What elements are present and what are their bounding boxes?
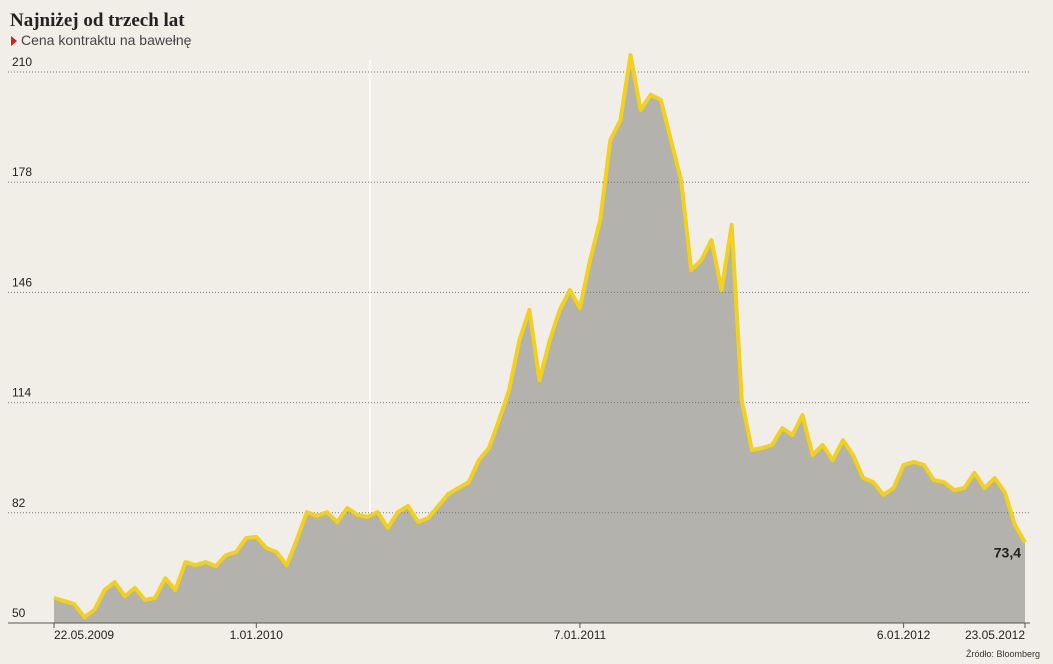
chart-subtitle: Cena kontraktu na bawełnę [21, 32, 192, 48]
value-label: 73,4 [994, 544, 1021, 560]
chart-title: Najniżej od trzech lat [10, 10, 185, 31]
x-tick-label: 22.05.2009 [54, 628, 114, 642]
bullet [11, 36, 17, 46]
y-tick-label: 114 [12, 386, 31, 400]
x-tick-label: 7.01.2011 [554, 628, 607, 642]
y-tick-label: 178 [12, 165, 32, 179]
y-tick-label: 50 [12, 606, 26, 620]
source: Źródło: Bloomberg [966, 649, 1040, 659]
y-tick-label: 146 [12, 275, 32, 289]
x-tick-label: 1.01.2010 [230, 628, 284, 642]
line [53, 53, 1027, 620]
area [54, 55, 1025, 624]
y-tick-label: 210 [12, 55, 32, 69]
y-tick-label: 82 [12, 496, 26, 510]
x-tick-label: 23.05.2012 [965, 628, 1025, 642]
x-tick-label: 6.01.2012 [877, 628, 931, 642]
